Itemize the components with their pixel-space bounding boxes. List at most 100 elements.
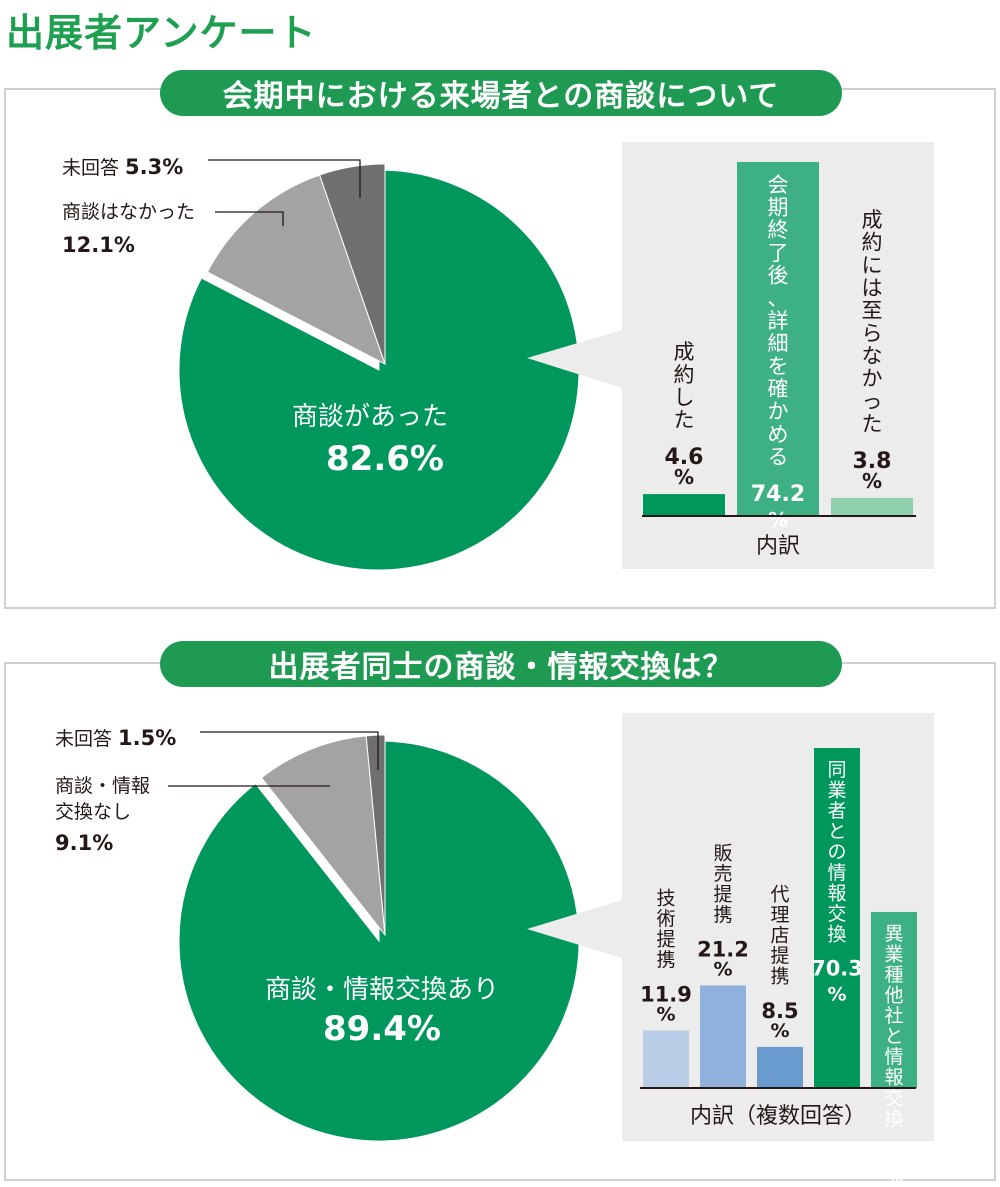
bar-value: 21.2	[697, 937, 749, 961]
vertical-char: し	[674, 386, 695, 410]
vertical-char: と	[827, 821, 846, 843]
chart-title-2: 出展者同士の商談・情報交換は？	[160, 641, 842, 687]
vertical-char: 報	[884, 1067, 903, 1089]
callout-label: 交換なし	[55, 801, 131, 823]
bar-value: 4.6	[665, 445, 704, 470]
bar	[700, 985, 746, 1088]
bar	[871, 911, 917, 1088]
x-axis-label: 内訳	[756, 534, 800, 559]
vertical-char: 約	[674, 363, 695, 387]
bar	[831, 497, 913, 516]
vertical-char: ら	[862, 321, 883, 345]
vertical-char: 、	[768, 286, 789, 310]
callout-label: 商談・情報	[55, 775, 150, 797]
vertical-char: 理	[770, 904, 789, 926]
vertical-char: っ	[862, 389, 883, 413]
bar	[814, 748, 860, 1088]
bar-value: 3.8	[853, 449, 892, 474]
vertical-char: と	[884, 1026, 903, 1048]
vertical-char: 業	[827, 780, 846, 802]
vertical-char: 後	[768, 264, 789, 288]
vertical-char: 代	[770, 883, 789, 905]
vertical-char: た	[674, 408, 695, 432]
callout-value: 5.3%	[125, 155, 183, 179]
bar-unit: %	[884, 1168, 903, 1187]
vertical-char: 換	[884, 1108, 903, 1130]
vertical-char: 約	[862, 231, 883, 255]
callout-value: 9.1%	[55, 831, 113, 855]
pie-slice	[178, 169, 580, 571]
vertical-char: 店	[770, 924, 789, 946]
vertical-char: 業	[884, 944, 903, 966]
vertical-char: 報	[827, 882, 846, 904]
pie-slice	[318, 163, 386, 365]
bar	[643, 1030, 689, 1088]
callout-label: 商談はなかった	[62, 201, 195, 223]
x-axis-label: 内訳（複数回答）	[690, 1104, 866, 1129]
bar-value: 11.9	[640, 982, 692, 1006]
vertical-char: 確	[768, 377, 789, 401]
callout-pointer	[527, 330, 622, 388]
vertical-char: 成	[674, 340, 695, 364]
vertical-char: 終	[768, 218, 789, 242]
pie-label: 商談・情報交換あり	[265, 975, 499, 1005]
bar	[737, 162, 819, 516]
vertical-char: は	[862, 276, 883, 300]
vertical-char: 交	[884, 1087, 903, 1109]
vertical-char: に	[862, 253, 883, 277]
bar	[757, 1046, 803, 1088]
chart-title-1: 会期中における来場者との商談について	[160, 70, 842, 116]
callout-line	[215, 211, 284, 226]
vertical-char: 社	[884, 1005, 903, 1027]
vertical-char: 成	[862, 208, 883, 232]
vertical-char: 了	[768, 241, 789, 265]
vertical-char: 情	[827, 862, 846, 884]
vertical-char: 売	[713, 863, 732, 885]
vertical-char: 携	[770, 966, 789, 988]
vertical-char: の	[827, 841, 846, 863]
vertical-char: た	[862, 412, 883, 436]
pie-slice	[365, 734, 386, 936]
bar-unit: %	[770, 1020, 789, 1042]
pie-label: 商談があった	[292, 402, 448, 432]
vertical-char: 技	[656, 888, 675, 910]
vertical-char: 期	[768, 196, 789, 220]
vertical-char: 者	[827, 800, 846, 822]
vertical-char: 会	[768, 173, 789, 197]
bar-value: 8.5	[761, 999, 798, 1023]
bar-unit: %	[713, 958, 732, 980]
callout-pointer	[527, 900, 622, 958]
vertical-char: 換	[827, 923, 846, 945]
vertical-char: 提	[656, 929, 675, 951]
vertical-char: め	[768, 422, 789, 446]
vertical-char: 情	[884, 1046, 903, 1068]
vertical-char: 他	[884, 985, 903, 1007]
vertical-char: 販	[713, 843, 732, 865]
bar	[643, 494, 725, 516]
bar-unit: %	[862, 469, 882, 493]
pie-value: 82.6%	[326, 439, 444, 479]
bar-value: 70.3	[811, 957, 863, 981]
pie-value: 89.4%	[323, 1009, 441, 1049]
vertical-char: 提	[713, 884, 732, 906]
bar-value: 36.4	[868, 1141, 920, 1165]
callout-label: 未回答 1.5%	[55, 726, 176, 750]
callout-line	[208, 159, 361, 198]
vertical-char: 細	[768, 332, 789, 356]
callout-label: 未回答 5.3%	[62, 155, 183, 179]
vertical-char: 同	[827, 759, 846, 781]
vertical-char: る	[768, 445, 789, 469]
bar-unit: %	[674, 465, 694, 489]
vertical-char: 至	[862, 299, 883, 323]
bar-unit: %	[656, 1003, 675, 1025]
vertical-char: 異	[884, 923, 903, 945]
vertical-char: か	[862, 367, 883, 391]
vertical-char: 種	[884, 964, 903, 986]
bar-value: 74.2	[751, 482, 805, 507]
